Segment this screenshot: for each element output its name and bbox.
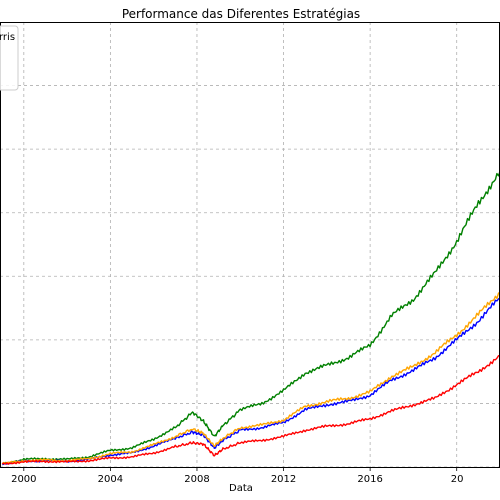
- x-tick-label: 2016: [357, 474, 382, 485]
- series-line-4: [2, 355, 500, 465]
- x-tick-label: 2008: [184, 474, 209, 485]
- x-axis-label: Data: [229, 483, 253, 494]
- legend-box: [0, 25, 19, 91]
- chart-title: Performance das Diferentes Estratégias: [122, 7, 360, 21]
- x-tick-label: 2000: [11, 474, 36, 485]
- legend: rris: [0, 25, 19, 91]
- x-tick-label: 2012: [271, 474, 296, 485]
- x-tick-label: 2004: [98, 474, 123, 485]
- series-group: [1, 171, 500, 466]
- legend-entry-label: rris: [0, 32, 15, 43]
- x-tick-label: 20: [451, 474, 464, 485]
- x-axis-ticks: 2000 2004 2008 2012 2016 20: [11, 467, 463, 485]
- series-line-2: [1, 297, 500, 466]
- series-line-3: [1, 291, 500, 465]
- series-line-1: [1, 171, 500, 465]
